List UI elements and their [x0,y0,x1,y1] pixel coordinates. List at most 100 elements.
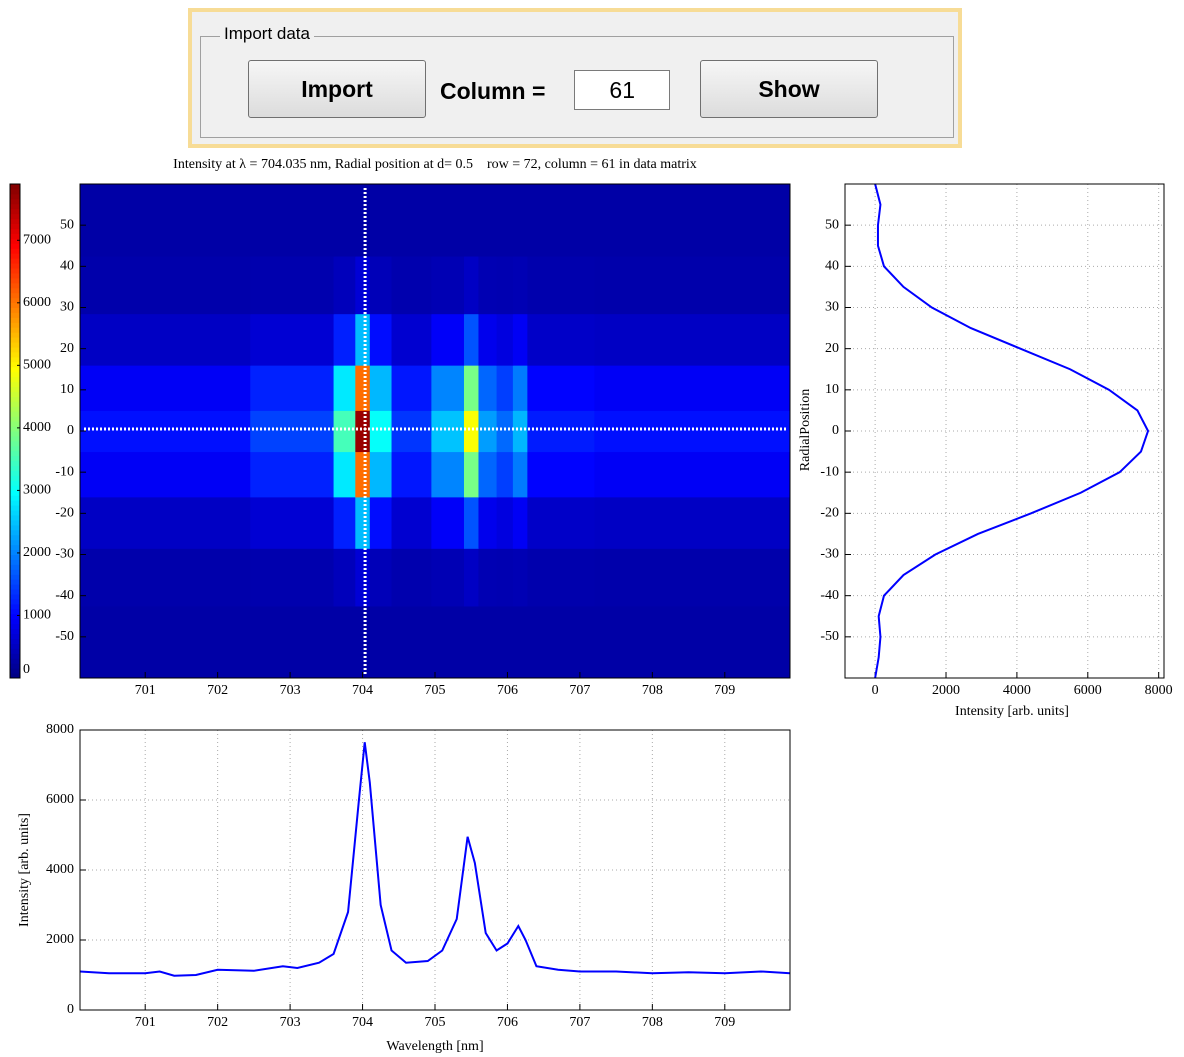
colorbar-stripe [10,589,20,595]
y-tick-label: -40 [820,588,839,603]
heatmap-cell [496,451,514,498]
heatmap-cell [478,313,498,366]
y-tick-label: 30 [825,300,839,315]
y-tick-label: -30 [55,547,74,562]
data-line [79,742,791,977]
heatmap-cell [369,313,393,366]
y-tick-label: 40 [60,259,74,274]
heatmap-cell [80,184,251,257]
x-tick-label: 709 [714,1015,735,1030]
colorbar-stripe [10,238,20,244]
heatmap-cell [478,410,498,453]
heatmap-cell [527,451,595,498]
colorbar-stripe [10,297,20,304]
heatmap-cell [512,410,528,453]
colorbar-stripe [10,356,20,363]
colorbar-stripe [10,633,20,639]
heatmap-cell [463,496,479,549]
y-tick-label: 20 [825,341,839,356]
show-button[interactable]: Show [700,60,878,118]
colorbar-stripe [10,554,20,560]
colorbar-stripe [10,668,20,674]
colorbar-stripe [10,193,20,200]
colorbar-stripe [10,411,20,417]
x-tick-label: 705 [425,1015,446,1030]
x-tick-label: 701 [135,1015,156,1030]
colorbar-stripe [10,618,20,625]
heatmap-cell [527,496,595,549]
colorbar-tick-label: 6000 [23,295,51,310]
colorbar-stripe [10,426,20,432]
heatmap-cell [80,548,251,607]
y-tick-label: 0 [832,423,839,438]
colorbar-stripe [10,470,20,476]
import-button[interactable]: Import [248,60,426,118]
colorbar-stripe [10,406,20,412]
colorbar-stripe [10,569,20,575]
colorbar-stripe [10,248,20,254]
x-tick-label: 706 [497,1015,518,1030]
heatmap-cell [369,365,393,411]
heatmap-cell [478,605,498,679]
y-tick-label: 0 [67,423,74,438]
colorbar-stripe [10,391,20,397]
colorbar-stripe [10,396,20,402]
x-tick-label: 0 [872,683,879,698]
heatmap-cell [496,496,514,549]
colorbar-stripe [10,579,20,585]
axes-border [844,183,1165,679]
heatmap-cell [369,256,393,315]
colorbar-stripe [10,465,20,472]
x-tick-label: 707 [569,683,590,698]
heatmap-cell [594,496,791,549]
heatmap-cell [431,605,465,679]
heatmap-cell [512,313,528,366]
colorbar-stripe [10,312,20,318]
heatmap-cell [478,256,498,315]
y-tick-label: -10 [820,464,839,479]
colorbar-stripe [10,549,20,555]
heatmap-cell [333,184,356,257]
heatmap-cell [391,451,432,498]
heatmap-cell [391,313,432,366]
colorbar-stripe [10,327,20,333]
heatmap-cell [80,256,251,315]
x-tick-label: 8000 [1145,683,1173,698]
y-tick-label: -40 [55,588,74,603]
colorbar-stripe [10,450,20,457]
colorbar-stripe [10,302,20,308]
column-input[interactable]: 61 [574,70,670,110]
heatmap-cell [478,184,498,257]
colorbar-stripe [10,643,20,649]
heatmap-cell [369,496,393,549]
x-tick-label: 6000 [1074,683,1102,698]
group-title: Import data [220,24,314,44]
colorbar-stripe [10,228,20,234]
x-tick-label: 4000 [1003,683,1031,698]
colorbar-stripe [10,445,20,452]
heatmap-cell [333,410,356,453]
x-tick-label: 707 [569,1015,590,1030]
colorbar-stripe [10,653,20,659]
axes-border [79,183,791,679]
heatmap-cell [512,256,528,315]
heatmap-cell [594,256,791,315]
heatmap-title: Intensity at λ = 704.035 nm, Radial posi… [173,157,697,172]
colorbar-tick-label: 0 [23,662,30,677]
heatmap-cell [463,184,479,257]
heatmap-cell [431,184,465,257]
colorbar-stripe [10,613,20,620]
x-tick-label: 703 [280,1015,301,1030]
heatmap-cell [80,365,251,411]
heatmap-cell [527,256,595,315]
colorbar-stripe [10,188,20,195]
colorbar-stripe [10,460,20,467]
heatmap-cell [594,365,791,411]
heatmap-cell [431,410,465,453]
y-tick-label: -30 [820,547,839,562]
y-tick-label: 0 [67,1002,74,1017]
heatmap-cell [355,451,371,498]
colorbar-stripe [10,485,20,491]
